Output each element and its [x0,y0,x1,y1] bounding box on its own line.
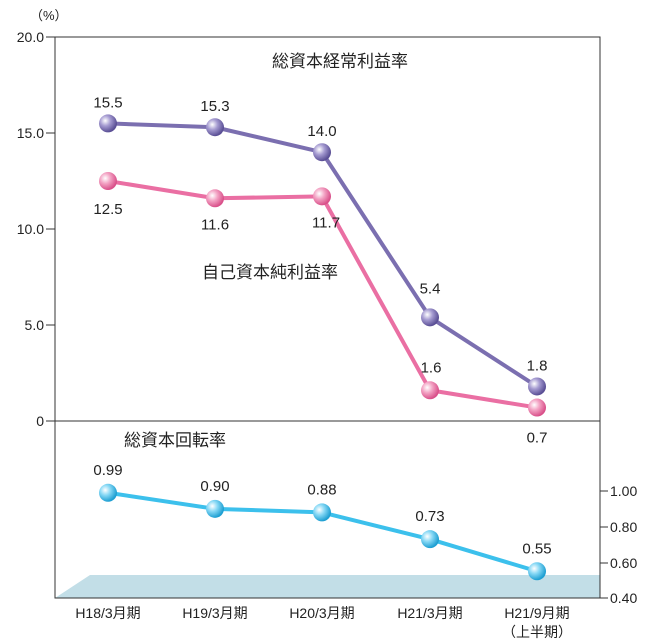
upper-tick-label: 0 [36,413,44,429]
net-profit-point [421,381,439,400]
turnover-value-label: 0.88 [307,481,336,498]
net-profit-value-label: 11.7 [312,214,340,231]
x-category-label: H21/3月期 [397,605,462,621]
unit-label: （%） [30,8,68,23]
lower-tick-label: 0.80 [610,519,637,535]
value-labels: 15.5 15.3 14.0 5.4 1.8 12.5 11.6 11.7 1.6 0.7 0.99… [93,94,551,557]
net-profit-point [206,189,224,208]
upper-tick-label: 10.0 [17,221,44,237]
ordinary-profit-point [528,377,546,396]
ordinary-profit-line [107,121,539,389]
turnover-value-label: 0.55 [522,540,551,557]
turnover-point [421,530,439,549]
ordinary-profit-value-label: 5.4 [420,280,441,297]
turnover-point [206,499,224,518]
upper-tick-label: 15.0 [17,125,44,141]
lower-y-axis: 1.00 0.80 0.60 0.40 [600,483,637,606]
lower-tick-label: 0.40 [610,590,637,606]
upper-y-axis: 20.0 15.0 10.0 5.0 0 [17,29,55,429]
ordinary-profit-point [99,114,117,133]
x-category-label: H19/3月期 [182,605,247,621]
ordinary-profit-value-label: 1.8 [527,357,548,374]
plot-frame [54,36,601,599]
series-markers [99,114,546,581]
net-profit-point [528,398,546,417]
net-profit-value-label: 1.6 [421,359,442,376]
x-category-label: H20/3月期 [289,605,354,621]
turnover-value-label: 0.73 [415,508,444,525]
ordinary-profit-value-label: 14.0 [307,123,336,140]
x-category-label: H21/9月期 [504,605,569,621]
lower-tick-label: 0.60 [610,555,637,571]
turnover-value-label: 0.99 [93,462,122,479]
ordinary-profit-point [206,118,224,137]
turnover-point [99,483,117,502]
upper-tick-label: 20.0 [17,29,44,45]
ordinary-profit-point [421,308,439,327]
net-profit-value-label: 12.5 [93,201,122,218]
x-category-label: H18/3月期 [75,605,140,621]
floor-plane [55,575,600,598]
turnover-point [528,562,546,581]
x-category-sublabel: （上半期） [502,624,572,640]
turnover-point [313,503,331,522]
series-name-ordinary-profit: 総資本経常利益率 [272,52,408,71]
turnover-value-label: 0.90 [200,478,229,495]
lower-tick-label: 1.00 [610,483,637,499]
net-profit-value-label: 0.7 [527,430,548,447]
series-name-net-profit: 自己資本純利益率 [202,263,338,282]
ordinary-profit-point [313,143,331,162]
net-profit-value-label: 11.6 [201,216,229,233]
series-name-turnover: 総資本回転率 [124,431,226,450]
net-profit-point [313,187,331,206]
ordinary-profit-value-label: 15.3 [200,98,229,115]
upper-tick-label: 5.0 [25,317,45,333]
net-profit-point [99,172,117,190]
ordinary-profit-value-label: 15.5 [93,94,122,111]
